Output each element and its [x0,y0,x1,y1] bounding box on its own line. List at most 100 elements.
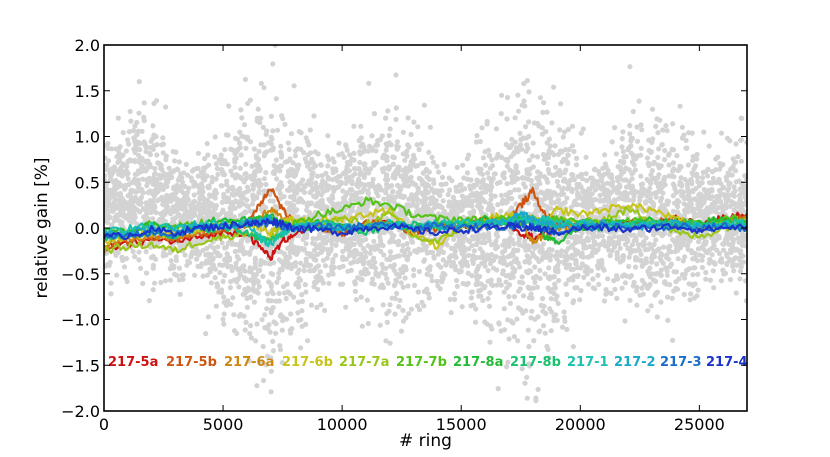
scatter-point [248,267,255,273]
scatter-point [492,193,498,199]
scatter-point [215,244,221,250]
scatter-point [228,279,234,285]
scatter-point [692,206,698,212]
scatter-point [243,171,249,177]
scatter-point [139,155,145,162]
scatter-point [715,154,721,160]
scatter-point [281,251,287,257]
scatter-point [276,257,282,263]
scatter-point [524,253,530,259]
scatter-point [208,280,214,286]
scatter-point [647,265,653,271]
scatter-point [708,209,714,215]
scatter-point [520,280,526,286]
scatter-point [333,175,339,181]
scatter-point [590,285,596,291]
scatter-point [155,160,161,166]
scatter-point [414,191,420,197]
scatter-point [464,170,470,176]
scatter-point [424,243,430,249]
scatter-point [137,209,143,215]
scatter-point [733,141,739,147]
scatter-point [374,243,380,249]
scatter-point [534,284,541,290]
scatter-point [263,181,269,188]
scatter-point [533,273,539,279]
scatter-point [572,247,578,253]
scatter-point [607,253,613,259]
scatter-point [552,285,558,291]
scatter-point [273,164,279,171]
scatter-point [179,179,186,185]
scatter-point [128,118,134,124]
scatter-point [695,287,701,293]
scatter-point [602,171,608,177]
scatter-point [160,135,166,141]
scatter-point [291,83,297,89]
scatter-point [404,148,410,154]
scatter-point [574,285,580,291]
scatter-point [468,295,474,301]
scatter-point [515,260,521,266]
scatter-point [459,207,465,213]
scatter-point [680,258,686,264]
scatter-point [504,163,510,169]
scatter-point [528,177,535,184]
scatter-point [729,172,735,178]
scatter-point [653,237,659,243]
scatter-point [373,271,379,278]
scatter-point [171,168,177,174]
scatter-point [351,150,357,156]
scatter-point [647,241,653,247]
scatter-point [703,269,709,276]
scatter-point [542,271,548,277]
scatter-point [498,208,504,214]
scatter-point [649,168,655,174]
scatter-point [626,263,632,270]
scatter-point [452,291,458,297]
scatter-point [573,162,580,168]
scatter-point [363,236,369,242]
scatter-point [562,200,568,206]
scatter-point [384,256,390,262]
scatter-point [513,148,519,154]
scatter-point [618,158,624,164]
scatter-point [526,260,532,266]
scatter-point [138,265,144,271]
scatter-point [340,263,346,269]
scatter-point [727,138,733,144]
scatter-point [383,147,389,153]
scatter-point [482,162,489,168]
scatter-point [130,128,137,134]
scatter-point [573,261,579,267]
scatter-point [295,199,301,205]
scatter-point [710,268,716,274]
scatter-point [468,186,474,192]
scatter-point [530,164,537,170]
scatter-point [126,129,132,135]
scatter-point [731,184,737,190]
scatter-point [549,120,555,126]
scatter-point [735,154,741,160]
scatter-point [263,325,269,331]
scatter-point [644,259,650,265]
scatter-point [312,149,318,155]
scatter-point [130,249,136,255]
scatter-point [140,280,146,287]
scatter-point [299,292,305,298]
scatter-point [164,204,170,210]
scatter-point [644,155,651,161]
scatter-point [555,300,561,307]
scatter-point [266,140,272,146]
scatter-point [359,189,365,195]
scatter-point [256,177,262,183]
scatter-point [469,243,475,249]
scatter-point [352,281,358,287]
scatter-point [276,290,282,296]
scatter-point [126,141,132,147]
scatter-point [485,278,491,284]
scatter-point [645,308,651,314]
scatter-point [347,209,354,215]
scatter-point [277,343,283,349]
scatter-point [381,252,387,258]
